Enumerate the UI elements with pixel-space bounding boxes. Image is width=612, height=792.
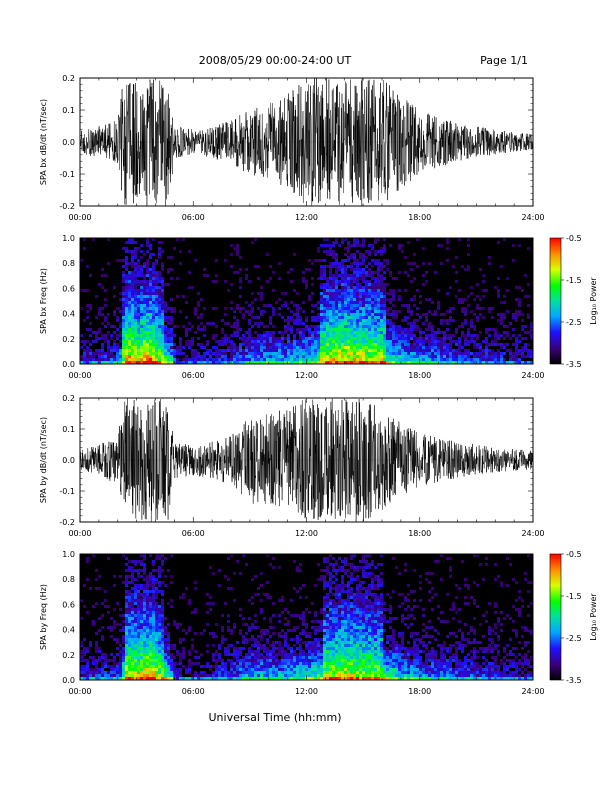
colorbar-tick-label: -2.5	[566, 634, 582, 643]
x-tick-label: 18:00	[408, 371, 431, 380]
y-tick-label: 0.8	[62, 575, 75, 584]
y-tick-label: -0.1	[59, 487, 75, 496]
colorbar-tick-label: -3.5	[566, 360, 582, 369]
x-tick-label: 12:00	[295, 371, 318, 380]
x-tick-label: 18:00	[408, 529, 431, 538]
x-tick-label: 00:00	[68, 371, 91, 380]
colorbar-tick-label: -0.5	[566, 234, 582, 243]
x-tick-label: 18:00	[408, 213, 431, 222]
y-tick-label: 0.4	[62, 626, 75, 635]
colorbar-tick-label: -3.5	[566, 676, 582, 685]
chart-panel-1: 00:00 06:00 12:00 18:00 24:00 -0.2 -0.1 0.0 0.1 0…	[39, 74, 545, 222]
y-tick-label: -0.2	[59, 202, 75, 211]
colorbar-tick-label: -1.5	[566, 276, 582, 285]
x-tick-label: 24:00	[521, 371, 544, 380]
x-tick-label: 12:00	[295, 213, 318, 222]
spectrogram-cells	[80, 238, 533, 364]
y-tick-label: 0.0	[62, 676, 75, 685]
x-tick-label: 12:00	[295, 529, 318, 538]
y-tick-label: 0.6	[62, 600, 75, 609]
x-tick-label: 06:00	[182, 529, 205, 538]
y-tick-label: 0.0	[62, 138, 75, 147]
page-title: 2008/05/29 00:00-24:00 UT	[199, 54, 352, 67]
colorbar-tick-label: -2.5	[566, 318, 582, 327]
chart-panel-3: 00:00 06:00 12:00 18:00 24:00 -0.2 -0.1 0.0 0.1 0…	[39, 394, 545, 538]
y-tick-label: -0.2	[59, 518, 75, 527]
colorbar	[549, 237, 562, 365]
colorbar-tick-label: -1.5	[566, 592, 582, 601]
x-tick-label: 06:00	[182, 213, 205, 222]
x-tick-label: 24:00	[521, 213, 544, 222]
y-tick-label: 0.8	[62, 259, 75, 268]
spectrogram-cells	[80, 554, 533, 680]
chart-panel-4: -0.5 -1.5 -2.5 -3.5 Log₁₀ Power 00:00 06:00 12:…	[39, 550, 598, 696]
x-tick-label: 00:00	[68, 687, 91, 696]
y-axis-label: SPA by Freq (Hz)	[39, 584, 48, 650]
colorbar-label: Log₁₀ Power	[589, 593, 598, 641]
y-tick-label: 0.0	[62, 360, 75, 369]
y-tick-label: 0.1	[62, 425, 75, 434]
x-tick-label: 06:00	[182, 371, 205, 380]
x-tick-label: 00:00	[68, 529, 91, 538]
y-tick-label: 0.2	[62, 74, 75, 83]
y-tick-label: 1.0	[62, 234, 75, 243]
y-tick-label: 1.0	[62, 550, 75, 559]
x-tick-label: 24:00	[521, 687, 544, 696]
y-tick-label: 0.4	[62, 310, 75, 319]
y-axis-label: SPA bx dB/dt (nT/sec)	[39, 99, 48, 185]
x-axis-label: Universal Time (hh:mm)	[209, 711, 342, 724]
colorbar-label: Log₁₀ Power	[589, 277, 598, 325]
y-tick-label: 0.2	[62, 335, 75, 344]
y-tick-label: 0.1	[62, 106, 75, 115]
series-line	[79, 398, 534, 522]
x-tick-label: 24:00	[521, 529, 544, 538]
colorbar-tick-label: -0.5	[566, 550, 582, 559]
y-axis-label: SPA by dB/dt (nT/sec)	[39, 417, 48, 503]
y-tick-label: 0.0	[62, 456, 75, 465]
y-tick-label: -0.1	[59, 170, 75, 179]
x-tick-label: 06:00	[182, 687, 205, 696]
chart-panel-2: -0.5 -1.5 -2.5 -3.5 Log₁₀ Power 00:00 06:00 12:…	[39, 234, 598, 380]
x-tick-label: 18:00	[408, 687, 431, 696]
x-tick-label: 00:00	[68, 213, 91, 222]
y-tick-label: 0.6	[62, 284, 75, 293]
series-line	[79, 78, 534, 206]
colorbar	[549, 553, 562, 681]
x-tick-label: 12:00	[295, 687, 318, 696]
y-tick-label: 0.2	[62, 394, 75, 403]
y-tick-label: 0.2	[62, 651, 75, 660]
y-axis-label: SPA bx Freq (Hz)	[39, 268, 48, 334]
page-number: Page 1/1	[480, 54, 528, 67]
